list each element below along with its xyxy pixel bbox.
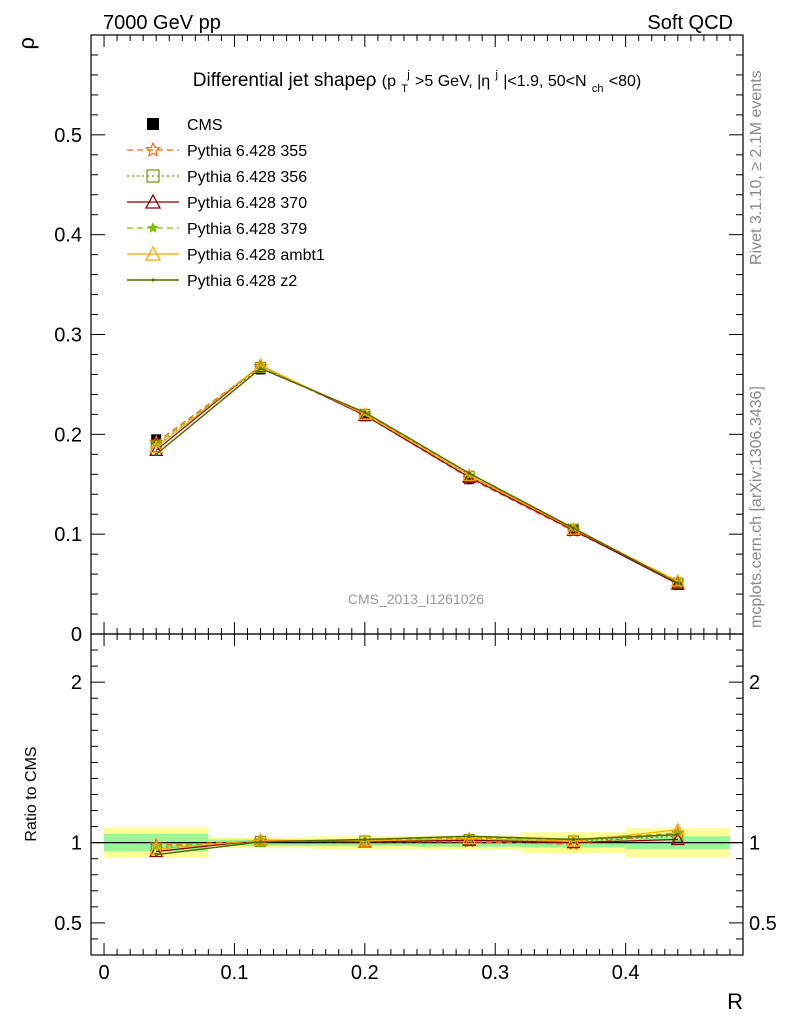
series-line (155, 366, 679, 584)
legend-label: Pythia 6.428 370 (187, 195, 307, 212)
rivet-label: Rivet 3.1.10, ≥ 2.1M events (748, 70, 765, 265)
data-point (566, 833, 581, 847)
data-point (253, 358, 268, 372)
series-line (155, 365, 679, 583)
ratio-uncertainty-bands (91, 827, 743, 858)
legend: CMS Pythia 6.428 355 Pythia 6.428 356 Pythi… (127, 117, 325, 290)
data-point (571, 526, 576, 530)
data-point (363, 410, 367, 414)
title-sub-ch: ch (592, 83, 604, 95)
data-point (357, 833, 372, 847)
data-point (253, 832, 268, 846)
ratio-y-tick-label-right: 2 (749, 672, 760, 694)
axes-and-ticks: 0 0.1 0.2 0.3 0.4 0.5 0.5 0.5 1 1 2 2 0 0.1 0.2 0.3 0.4 (54, 34, 777, 984)
data-point (462, 831, 477, 845)
main-panel-series (149, 358, 685, 591)
legend-label: Pythia 6.428 z2 (187, 273, 297, 290)
title-cond-close: <80) (609, 73, 641, 90)
title-cond-open: (p (382, 73, 396, 90)
title-sub-t: T (401, 83, 408, 95)
ratio-y-tick-label-right: 0.5 (749, 913, 777, 935)
data-point (673, 828, 683, 838)
title-cond-eta: |<1.9, 50<N (503, 73, 586, 90)
data-point (147, 222, 159, 233)
title-main: Differential jet shapeρ (193, 70, 377, 91)
data-point (467, 471, 471, 475)
mcplots-label: mcplots.cern.ch [arXiv:1306.3436] (748, 386, 765, 628)
data-point (151, 439, 161, 449)
analysis-watermark: CMS_2013_I1261026 (348, 591, 484, 607)
data-point (144, 245, 162, 261)
x-tick-label: 0.1 (221, 962, 249, 984)
data-point (676, 581, 680, 585)
y-tick-label: 0.5 (54, 125, 82, 147)
data-point (149, 844, 164, 858)
data-point (676, 833, 680, 837)
legend-label: Pythia 6.428 355 (187, 143, 307, 160)
ratio-y-tick-label-left: 0.5 (54, 913, 82, 935)
data-point (359, 411, 370, 422)
data-point (151, 278, 155, 282)
data-point (467, 834, 471, 838)
legend-label: CMS (187, 117, 223, 134)
series-line (155, 365, 679, 583)
data-point (146, 169, 160, 183)
series-line (155, 367, 679, 584)
data-point (151, 841, 161, 851)
data-point (571, 837, 576, 842)
data-point (462, 832, 477, 846)
x-tick-label: 0.4 (612, 962, 640, 984)
data-point (363, 837, 367, 842)
header-right: Soft QCD (647, 12, 733, 34)
data-point (258, 366, 263, 371)
ratio-y-tick-label-left: 2 (71, 672, 82, 694)
legend-label: Pythia 6.428 379 (187, 221, 307, 238)
x-tick-label: 0.3 (481, 962, 509, 984)
data-point (670, 573, 685, 587)
data-point (154, 452, 158, 456)
y-tick-label: 0.3 (54, 325, 82, 347)
data-point (464, 474, 475, 485)
ratio-panel-frame (90, 633, 744, 956)
y-tick-label: 0.2 (54, 424, 82, 446)
ratio-y-tick-label-right: 1 (749, 833, 760, 855)
y-axis-label: ρ (14, 37, 39, 50)
header-left: 7000 GeV pp (103, 12, 221, 34)
data-point (154, 853, 158, 857)
data-point (149, 439, 164, 453)
series-line (155, 364, 679, 582)
y-tick-label: 0 (71, 624, 82, 646)
data-point (253, 833, 268, 848)
data-point (566, 521, 581, 535)
chart-title: Differential jet shapeρ (p T j >5 GeV, |… (193, 62, 641, 97)
axis-labels: Rρ Ratio to CMS (14, 37, 743, 1014)
x-tick-label: 0 (98, 962, 109, 984)
data-point (144, 193, 162, 209)
data-point (144, 141, 162, 157)
data-point (670, 832, 685, 846)
data-point (670, 576, 685, 590)
y-tick-label: 0.1 (54, 524, 82, 546)
title-sup-j2: j (494, 69, 497, 81)
x-axis-label: R (727, 989, 743, 1014)
data-point (147, 118, 159, 130)
legend-label: Pythia 6.428 356 (187, 169, 307, 186)
ratio-y-axis-label: Ratio to CMS (23, 746, 40, 841)
title-cond-pt: >5 GeV, |η (415, 73, 490, 90)
y-tick-label: 0.4 (54, 225, 82, 247)
data-point (258, 840, 263, 844)
ratio-series-line (156, 833, 678, 856)
series-line (155, 364, 679, 585)
data-point (566, 835, 581, 849)
title-sup-j: j (406, 69, 409, 81)
legend-label: Pythia 6.428 ambt1 (187, 247, 325, 264)
x-tick-label: 0.2 (351, 962, 379, 984)
ratio-y-tick-label-left: 1 (71, 833, 82, 855)
ratio-panel-series (149, 822, 685, 858)
